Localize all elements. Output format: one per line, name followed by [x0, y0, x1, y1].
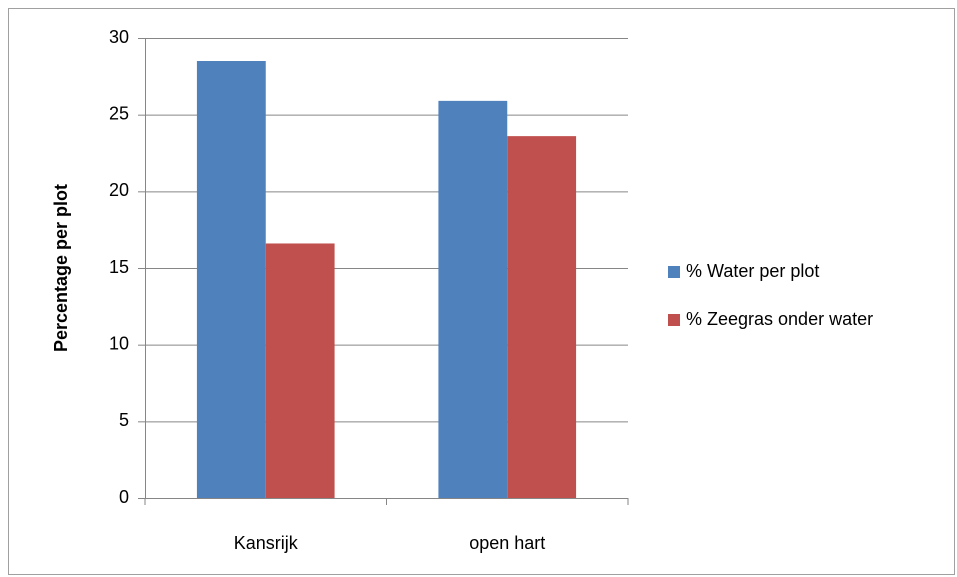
- legend-swatch: [668, 266, 680, 278]
- x-tick-label: Kansrijk: [234, 533, 299, 553]
- bar: [438, 100, 508, 498]
- legend-label: % Water per plot: [686, 261, 819, 281]
- y-tick-label: 0: [119, 487, 129, 507]
- bar: [196, 61, 266, 498]
- legend-label: % Zeegras onder water: [686, 309, 873, 329]
- bar: [265, 243, 335, 498]
- y-tick-label: 15: [109, 257, 129, 277]
- y-tick-label: 30: [109, 27, 129, 47]
- legend-swatch: [668, 314, 680, 326]
- x-tick-label: open hart: [469, 533, 545, 553]
- y-tick-label: 20: [109, 180, 129, 200]
- y-tick-label: 25: [109, 103, 129, 123]
- y-tick-label: 5: [119, 410, 129, 430]
- bar: [507, 136, 577, 498]
- y-axis-label: Percentage per plot: [51, 184, 71, 352]
- y-tick-label: 10: [109, 333, 129, 353]
